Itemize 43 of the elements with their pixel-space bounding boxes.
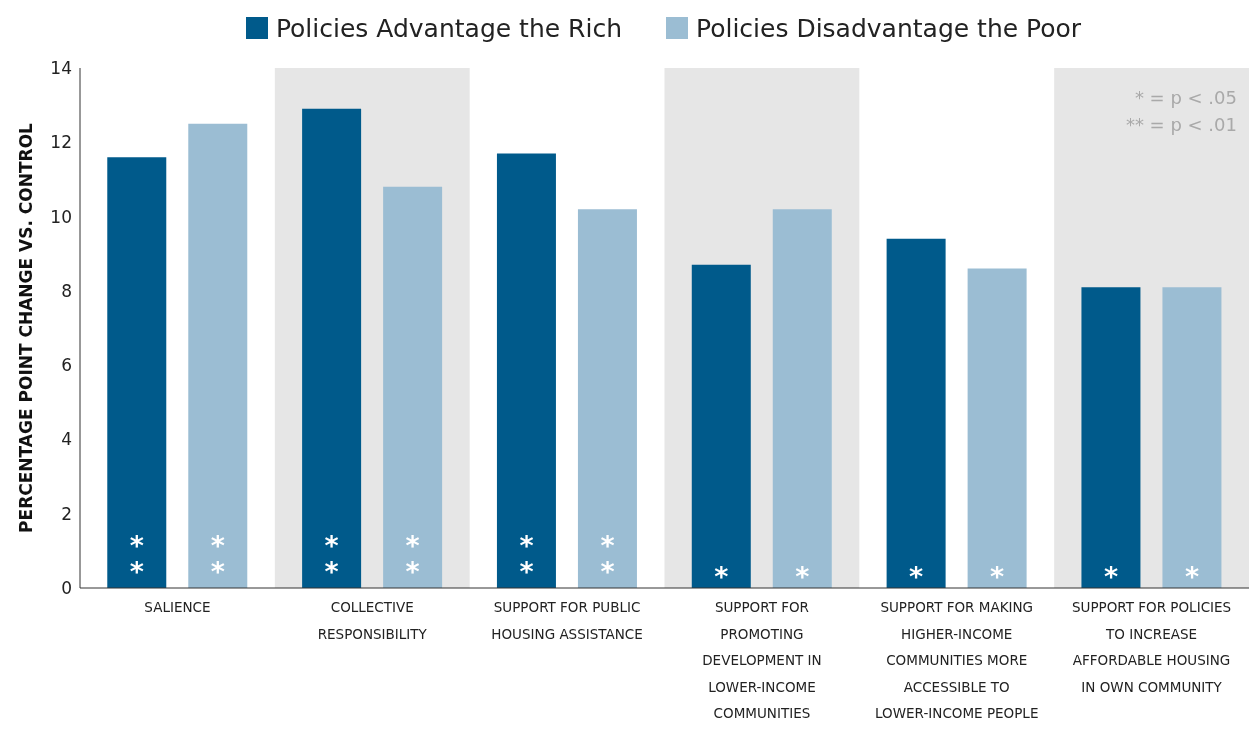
bar — [772, 209, 832, 588]
annotation: * = p < .05 — [1133, 86, 1237, 110]
data-label: ** — [600, 530, 615, 587]
data-label: ** — [519, 530, 534, 587]
bar — [577, 209, 637, 588]
x-tick-label: COLLECTIVE RESPONSIBILITY — [317, 599, 428, 642]
y-tick-label: 12 — [50, 132, 72, 153]
bar — [691, 264, 751, 588]
y-tick-label: 4 — [61, 429, 72, 450]
x-tick-label: SALIENCE — [144, 599, 211, 615]
bar — [496, 153, 556, 588]
data-label: ** — [210, 530, 225, 587]
x-tick-label: SUPPORT FOR POLICIES TO INCREASE AFFORDABLE HOUSING IN OWN COMMUNITY — [1072, 599, 1232, 695]
data-label: ** — [405, 530, 420, 587]
bar — [383, 186, 443, 588]
y-tick-label: 0 — [61, 578, 72, 599]
y-tick-label: 6 — [61, 355, 72, 376]
data-label: * — [795, 561, 810, 592]
bar — [188, 123, 248, 588]
data-label: * — [990, 561, 1005, 592]
x-tick-label: SUPPORT FOR PUBLIC HOUSING ASSISTANCE — [491, 599, 643, 642]
bar — [107, 157, 167, 588]
bar — [1081, 287, 1141, 588]
x-tick-label: SUPPORT FOR PROMOTING DEVELOPMENT IN LOWER-INCOME COMMUNITIES — [702, 599, 822, 721]
bar — [1162, 287, 1222, 588]
bar — [302, 108, 362, 588]
bar — [886, 238, 946, 588]
annotation: ** = p < .01 — [1125, 113, 1237, 137]
data-label: ** — [129, 530, 144, 587]
legend-label: Policies Advantage the Rich — [275, 13, 622, 43]
y-tick-label: 8 — [61, 280, 72, 301]
y-axis-title: PERCENTAGE POINT CHANGE VS. CONTROL — [16, 122, 37, 533]
data-label: * — [714, 561, 729, 592]
y-tick-label: 2 — [61, 503, 72, 524]
y-tick-label: 10 — [50, 206, 72, 227]
y-tick-label: 14 — [50, 58, 72, 79]
data-label: * — [1103, 561, 1119, 592]
data-label: * — [1184, 561, 1200, 592]
data-label: * — [909, 561, 924, 592]
bar — [967, 268, 1027, 588]
x-tick-label: SUPPORT FOR MAKING HIGHER-INCOME COMMUNITIES MORE ACCESSIBLE TO LOWER-INCOME PEOPLE — [875, 599, 1039, 721]
legend-label: Policies Disadvantage the Poor — [695, 13, 1082, 43]
data-label: ** — [324, 530, 339, 587]
